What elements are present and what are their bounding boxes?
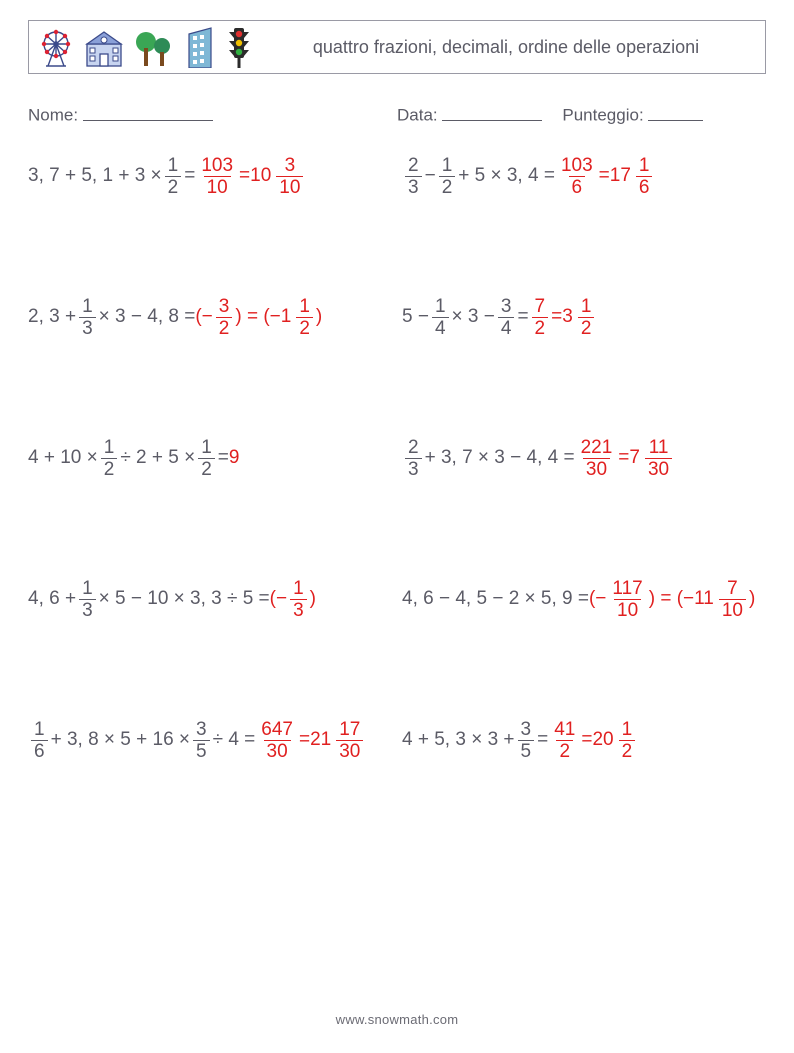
score-blank[interactable] <box>648 102 703 121</box>
problem-expression: 4, 6 + 13 × 5 − 10 × 3, 3 ÷ 5 = <box>28 579 270 620</box>
problem-expression: 5 − 14 × 3 − 34 = <box>402 297 529 338</box>
problem-expression: 4, 6 − 4, 5 − 2 × 5, 9 = <box>402 588 589 610</box>
problem-10: 4 + 5, 3 × 3 + 35 = 412 = 2012 <box>402 720 766 761</box>
problem-answer: 412 = 2012 <box>548 720 638 761</box>
problem-6: 23 + 3, 7 × 3 − 4, 4 = 22130 = 71130 <box>402 438 766 479</box>
name-blank[interactable] <box>83 102 213 121</box>
problem-expression: 16 + 3, 8 × 5 + 16 × 35 ÷ 4 = <box>28 720 255 761</box>
problem-expression: 4 + 10 × 12 ÷ 2 + 5 × 12 = <box>28 438 229 479</box>
problem-1: 3, 7 + 5, 1 + 3 × 12 = 10310 = 10310 <box>28 156 392 197</box>
problem-answer: (−13) <box>270 579 316 620</box>
name-label: Nome: <box>28 106 78 125</box>
traffic-light-icon <box>227 26 251 68</box>
problem-answer: (−32) = (−112) <box>195 297 322 338</box>
problems-grid: 3, 7 + 5, 1 + 3 × 12 = 10310 = 1031023 −… <box>28 156 766 761</box>
problem-expression: 3, 7 + 5, 1 + 3 × 12 = <box>28 156 195 197</box>
date-label: Data: <box>397 106 438 125</box>
header-bar: quattro frazioni, decimali, ordine delle… <box>28 20 766 74</box>
trees-icon <box>135 28 173 68</box>
footer-text: www.snowmath.com <box>0 1012 794 1027</box>
meta-row: Nome: Data: Punteggio: <box>28 102 766 126</box>
problem-expression: 23 − 12 + 5 × 3, 4 = <box>402 156 555 197</box>
problem-answer: 64730 = 211730 <box>255 720 366 761</box>
date-blank[interactable] <box>442 102 542 121</box>
problem-7: 4, 6 + 13 × 5 − 10 × 3, 3 ÷ 5 = (−13) <box>28 579 392 620</box>
problem-answer: 10310 = 10310 <box>195 156 306 197</box>
office-tower-icon <box>185 26 215 68</box>
problem-answer: 72 = 312 <box>529 297 598 338</box>
problem-expression: 2, 3 + 13 × 3 − 4, 8 = <box>28 297 195 338</box>
problem-answer: 9 <box>229 447 240 469</box>
problem-5: 4 + 10 × 12 ÷ 2 + 5 × 12 = 9 <box>28 438 392 479</box>
problem-8: 4, 6 − 4, 5 − 2 × 5, 9 = (−11710) = (−11… <box>402 579 766 620</box>
worksheet-title: quattro frazioni, decimali, ordine delle… <box>263 36 755 59</box>
header-icons <box>39 26 251 68</box>
problem-expression: 4 + 5, 3 × 3 + 35 = <box>402 720 548 761</box>
problem-4: 5 − 14 × 3 − 34 = 72 = 312 <box>402 297 766 338</box>
problem-answer: 22130 = 71130 <box>575 438 676 479</box>
problem-2: 23 − 12 + 5 × 3, 4 = 1036 = 1716 <box>402 156 766 197</box>
problem-expression: 23 + 3, 7 × 3 − 4, 4 = <box>402 438 575 479</box>
problem-9: 16 + 3, 8 × 5 + 16 × 35 ÷ 4 = 64730 = 21… <box>28 720 392 761</box>
problem-3: 2, 3 + 13 × 3 − 4, 8 = (−32) = (−112) <box>28 297 392 338</box>
problem-answer: (−11710) = (−11710) <box>589 579 755 620</box>
school-building-icon <box>85 28 123 68</box>
score-label: Punteggio: <box>562 106 643 125</box>
problem-answer: 1036 = 1716 <box>555 156 656 197</box>
ferris-wheel-icon <box>39 28 73 68</box>
